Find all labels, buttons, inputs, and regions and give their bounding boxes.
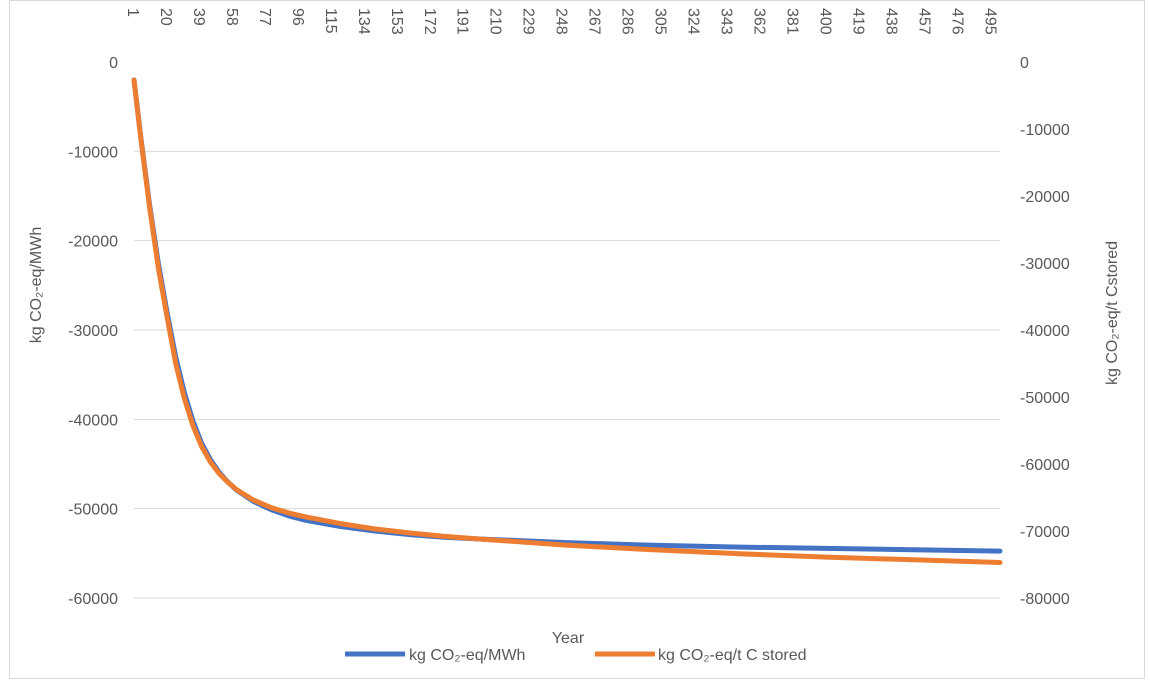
series-line-mwh [131,77,1003,554]
x-tick-label: 457 [915,8,932,35]
y-axis-title: kg CO₂-eq/MWh [28,227,45,343]
y-tick-label: -50000 [68,502,118,519]
x-tick-label: 400 [816,8,833,35]
y2-tick-label: -40000 [1020,323,1070,340]
x-tick-label: 248 [553,8,570,35]
x-tick-label: 305 [652,8,669,35]
x-tick-label: 286 [619,8,636,35]
x-tick-label: 495 [981,8,998,35]
x-tick-label: 115 [322,8,339,34]
gridlines [134,150,1000,599]
y2-tick-label: -60000 [1020,457,1070,474]
x-tick-label: 229 [520,8,537,35]
x-tick-label: 77 [256,8,273,26]
y-tick-label: -20000 [68,234,118,251]
x-tick-label: 362 [751,8,768,35]
y2-tick-label: -80000 [1020,591,1070,608]
y2-tick-label: -30000 [1020,256,1070,273]
x-tick-label: 96 [289,8,306,26]
x-tick-label: 324 [685,8,702,35]
y-tick-label: -30000 [68,323,118,340]
x-tick-label: 343 [718,8,735,35]
x-tick-label: 134 [355,8,372,35]
x-tick-label: 476 [948,8,965,35]
y-tick-label: -40000 [68,412,118,429]
y-axis-tick-labels: 0 -10000 -20000 -30000 -40000 -50000 -60000 [68,55,118,608]
legend-label-tc: kg CO₂-eq/t C stored [658,647,806,664]
y2-axis-tick-labels: 0 -10000 -20000 -30000 -40000 -50000 -60000 -70… [1020,55,1070,608]
y2-tick-label: -70000 [1020,524,1070,541]
legend: kg CO₂-eq/MWh kg CO₂-eq/t C stored [345,647,806,664]
x-tick-label: 381 [783,8,800,35]
x-tick-label: 191 [454,8,471,35]
y2-tick-label: -20000 [1020,189,1070,206]
y2-tick-label: -50000 [1020,390,1070,407]
x-tick-label: 210 [487,8,504,35]
x-tick-label: 267 [586,8,603,35]
y2-tick-label: -10000 [1020,122,1070,139]
x-axis-title: Year [552,630,585,647]
y2-axis-title: kg CO₂-eq/t Cstored [1104,241,1121,385]
series-line-tc [131,77,1003,565]
x-tick-label: 153 [388,8,405,35]
x-tick-label: 438 [882,8,899,35]
x-tick-label: 58 [223,8,240,26]
x-tick-label: 1 [124,8,141,17]
x-axis-tick-labels: 1 20 39 58 77 96 115 134 153 172 191 210 229 248 267 28… [124,8,998,35]
x-tick-label: 39 [190,8,207,26]
legend-label-mwh: kg CO₂-eq/MWh [409,647,525,664]
chart-frame [9,0,1145,679]
y-tick-label: -10000 [68,144,118,161]
x-tick-label: 419 [849,8,866,35]
x-tick-label: 172 [421,8,438,35]
y-tick-label: 0 [109,55,118,72]
y2-tick-label: 0 [1020,55,1029,72]
x-tick-label: 20 [157,8,174,26]
y-tick-label: -60000 [68,591,118,608]
series-lines [131,77,1003,565]
